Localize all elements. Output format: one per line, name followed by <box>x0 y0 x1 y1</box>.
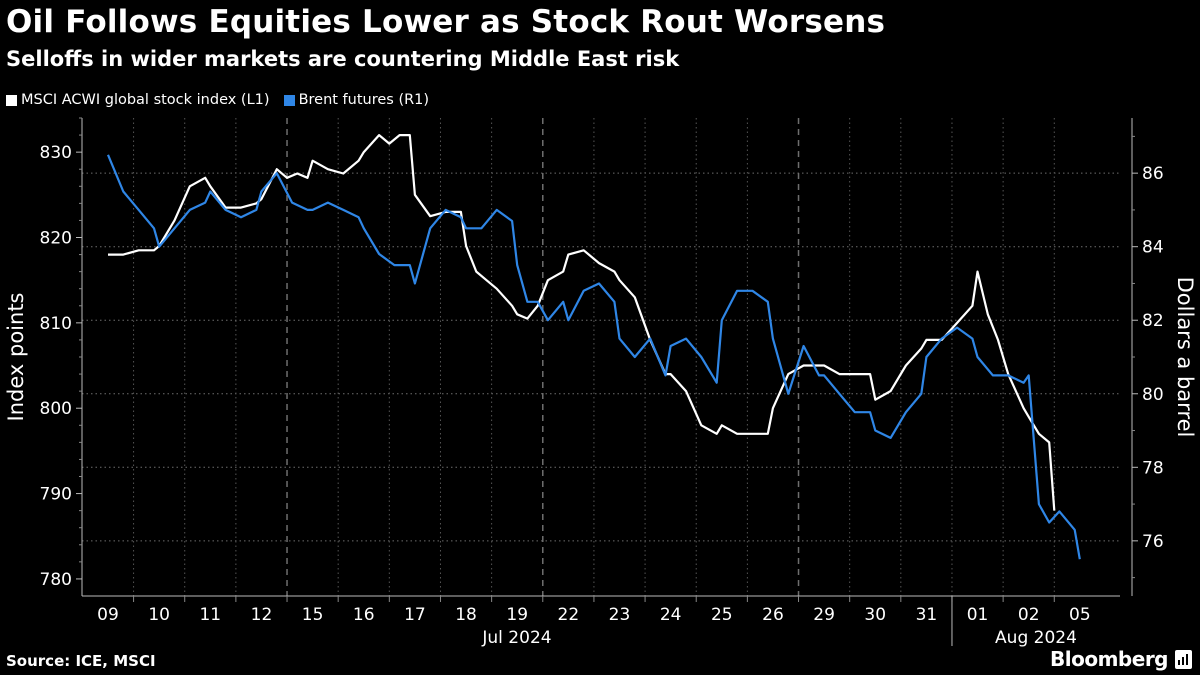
x-axis-tick-label: 26 <box>762 605 784 625</box>
left-axis-tick-label: 820 <box>40 229 72 249</box>
right-axis-tick-label: 80 <box>1142 385 1164 405</box>
right-axis-tick-label: 78 <box>1142 458 1164 478</box>
x-axis-tick-label: 24 <box>660 605 682 625</box>
x-axis-tick-label: 11 <box>199 605 221 625</box>
x-axis-tick-label: 22 <box>558 605 580 625</box>
x-axis-tick-label: 16 <box>353 605 375 625</box>
source-note: Source: ICE, MSCI <box>6 652 156 670</box>
chart-subtitle: Selloffs in wider markets are countering… <box>6 47 680 71</box>
x-axis-tick-label: 31 <box>916 605 938 625</box>
legend-label-msci: MSCI ACWI global stock index (L1) <box>21 92 270 108</box>
right-axis-tick-label: 76 <box>1142 532 1164 552</box>
right-axis-tick-label: 84 <box>1142 238 1164 258</box>
x-axis-tick-label: 23 <box>609 605 631 625</box>
bloomberg-logo: Bloomberg <box>1050 647 1168 671</box>
right-axis-tick-label: 82 <box>1142 311 1164 331</box>
right-axis-tick-label: 86 <box>1142 164 1164 184</box>
right-axis-title: Dollars a barrel <box>1173 277 1197 438</box>
legend-item-brent: Brent futures (R1) <box>283 92 430 108</box>
x-axis-tick-label: 10 <box>148 605 170 625</box>
left-axis-tick-label: 790 <box>40 485 72 505</box>
chart-title: Oil Follows Equities Lower as Stock Rout… <box>6 4 886 40</box>
x-axis-tick-label: 02 <box>1018 605 1040 625</box>
legend-swatch-brent <box>283 94 295 106</box>
x-axis-tick-label: 15 <box>302 605 324 625</box>
x-axis-tick-label: 30 <box>864 605 886 625</box>
x-axis-tick-label: 05 <box>1069 605 1091 625</box>
x-axis-tick-label: 25 <box>711 605 733 625</box>
legend-label-brent: Brent futures (R1) <box>298 92 430 108</box>
legend-swatch-msci <box>6 94 17 106</box>
x-axis-tick-label: 12 <box>251 605 273 625</box>
left-axis-tick-label: 780 <box>40 570 72 590</box>
x-axis-tick-label: 09 <box>97 605 119 625</box>
left-axis-tick-label: 810 <box>40 314 72 334</box>
left-axis-tick-label: 800 <box>40 399 72 419</box>
x-axis-month-label: Aug 2024 <box>995 628 1077 648</box>
left-axis-tick-label: 830 <box>40 143 72 163</box>
x-axis-tick-label: 29 <box>813 605 835 625</box>
x-axis-tick-label: 01 <box>967 605 989 625</box>
x-axis-tick-label: 17 <box>404 605 426 625</box>
left-axis-title: Index points <box>4 293 28 422</box>
bloomberg-chart-icon <box>1175 650 1192 669</box>
chart-legend: MSCI ACWI global stock index (L1) Brent … <box>6 92 429 108</box>
x-axis-month-label: Jul 2024 <box>481 628 551 648</box>
x-axis-tick-label: 19 <box>506 605 528 625</box>
series-line-brent <box>106 154 1081 560</box>
x-axis-tick-label: 18 <box>455 605 477 625</box>
legend-item-msci: MSCI ACWI global stock index (L1) <box>6 92 270 108</box>
series-line-msci <box>108 134 1056 511</box>
